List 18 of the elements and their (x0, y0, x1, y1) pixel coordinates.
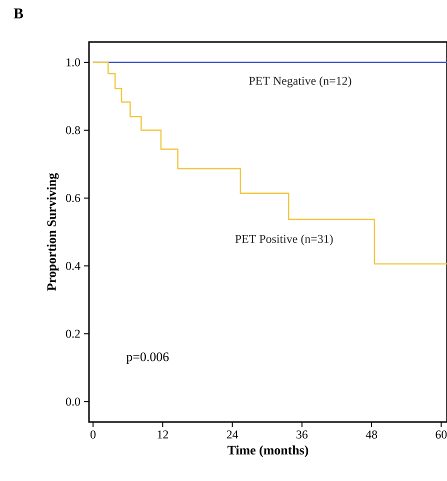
y-axis-title: Proportion Surviving (46, 173, 59, 291)
x-axis-title: Time (months) (227, 445, 308, 458)
y-tick-label: 0.8 (66, 126, 80, 134)
x-tick-label: 48 (366, 430, 378, 439)
y-tick-label: 0.2 (66, 330, 80, 338)
x-tick-label: 36 (296, 430, 308, 439)
y-tick-label: 0.0 (66, 398, 80, 406)
y-tick-label: 0.6 (66, 194, 80, 202)
y-tick-label: 1.0 (66, 58, 80, 66)
x-tick-label: 12 (158, 430, 168, 438)
x-tick-label: 0 (90, 430, 96, 439)
series-label: PET Negative (n=12) (249, 76, 352, 88)
x-tick-label: 24 (226, 430, 238, 438)
x-tick-label: 60 (436, 430, 447, 439)
y-tick-label: 0.4 (66, 262, 80, 270)
chart-title: B (14, 8, 24, 18)
annotation: p=0.006 (126, 352, 169, 364)
series-label: PET Positive (n=31) (235, 234, 333, 246)
